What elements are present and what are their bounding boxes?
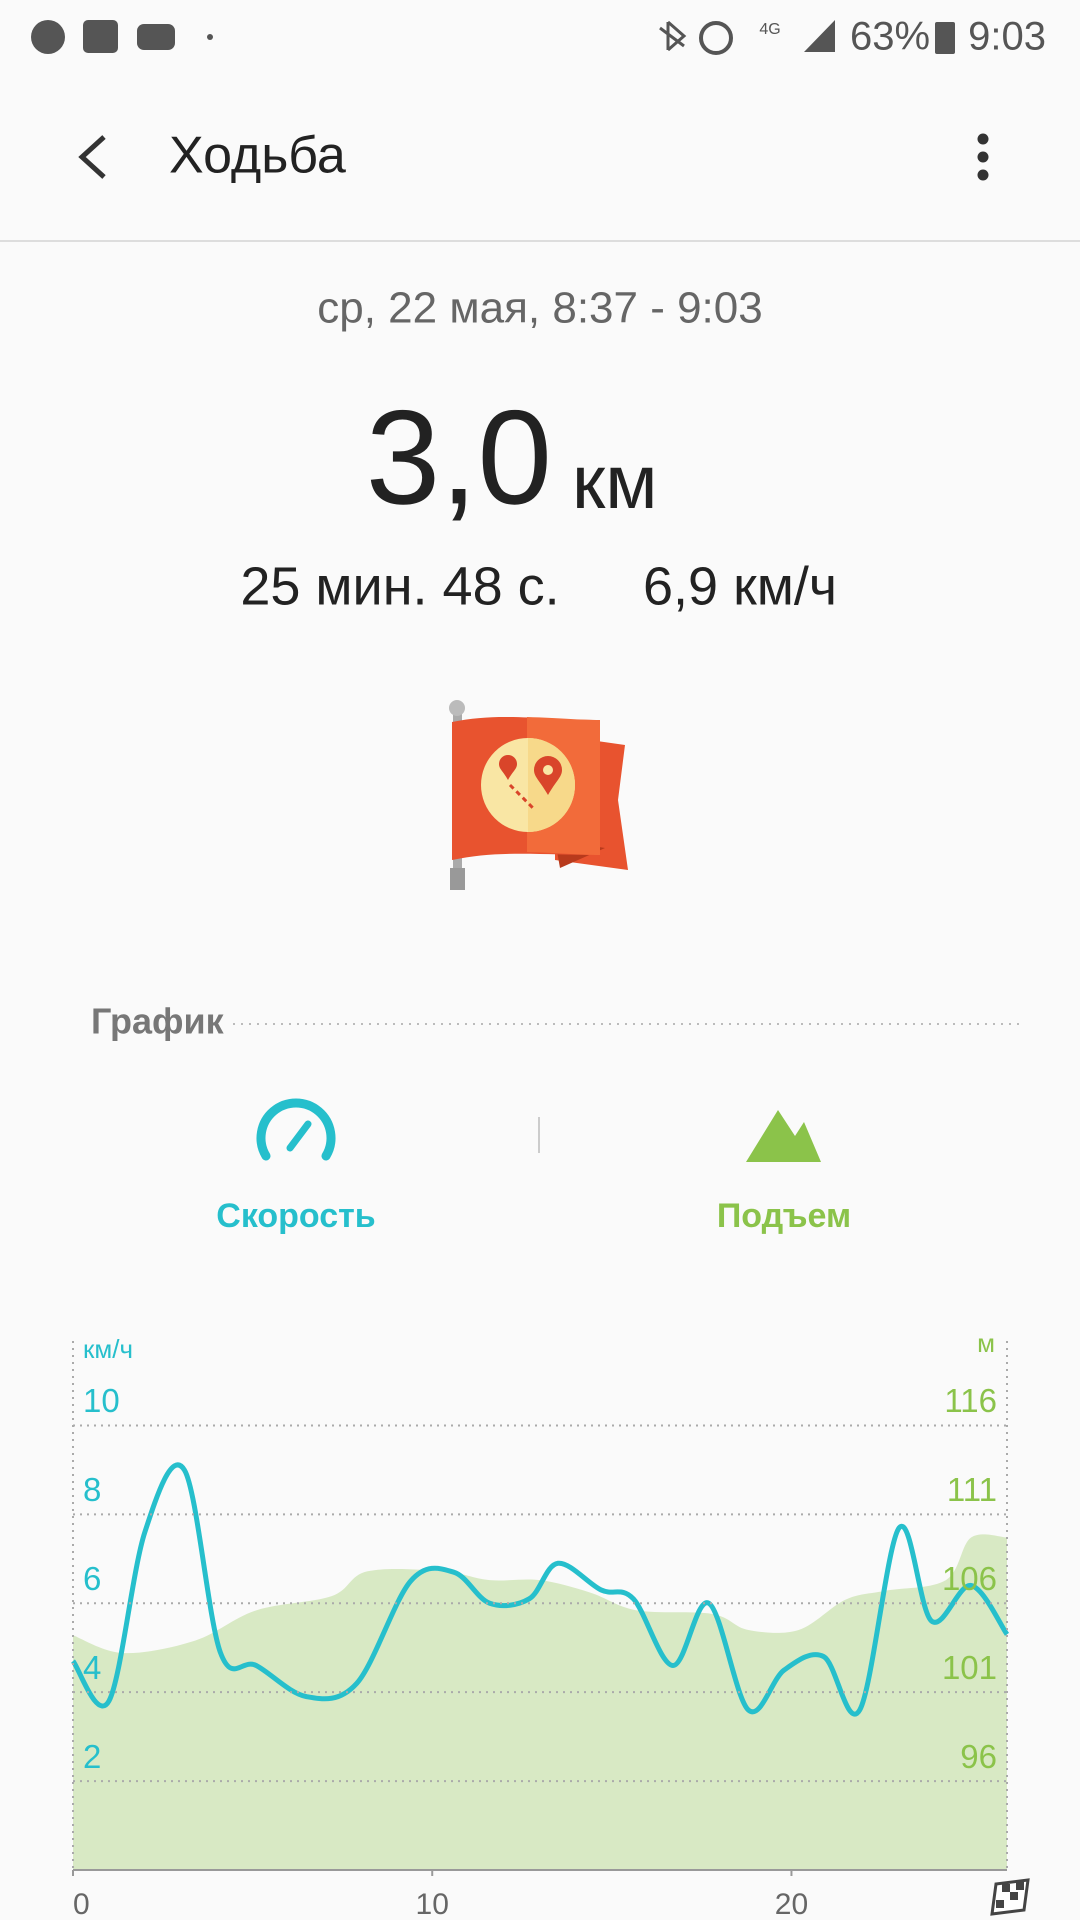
y2-tick-label: 111: [947, 1471, 997, 1508]
battery-level: 63%: [850, 15, 930, 59]
distance-unit: км: [572, 440, 658, 525]
x-tick-label: 0: [73, 1888, 90, 1920]
speedometer-icon: [256, 1098, 336, 1161]
speedometer-needle: [286, 1120, 312, 1152]
tab-label: Подъем: [717, 1197, 851, 1235]
back-button[interactable]: [78, 135, 106, 179]
y2-tick-label: 96: [960, 1738, 997, 1775]
y2-tick-label: 106: [942, 1560, 997, 1597]
y-tick-label: 8: [83, 1471, 101, 1508]
x-tick-label: 10: [416, 1888, 449, 1920]
y-tick-label: 6: [83, 1560, 101, 1597]
tab-label: Скорость: [216, 1197, 375, 1235]
elevation-tab[interactable]: Подъем: [717, 1110, 851, 1235]
workout-date: ср, 22 мая, 8:37 - 9:03: [317, 284, 762, 333]
average-speed: 6,9 км/ч: [643, 556, 837, 616]
y2-tick-label: 116: [944, 1382, 997, 1419]
more-options[interactable]: [977, 133, 989, 181]
network-type: 4G: [759, 21, 780, 38]
speed-line: [70, 1462, 1010, 1717]
speed-tab[interactable]: Скорость: [216, 1098, 376, 1235]
flag-checks: [996, 1882, 1024, 1908]
status-icons: [31, 20, 955, 55]
route-flag-icon: [449, 700, 628, 890]
x-tick-label: 20: [775, 1888, 808, 1920]
screen-title: Ходьба: [169, 127, 346, 185]
y2-tick-label: 101: [942, 1649, 997, 1686]
y-tick-label: 10: [83, 1382, 120, 1419]
distance-value: 3,0: [366, 383, 552, 532]
y2-axis-label: м: [977, 1328, 995, 1358]
y-tick-label: 2: [83, 1738, 101, 1775]
finish-flag-icon: [990, 1878, 1030, 1916]
clock: 9:03: [968, 15, 1046, 59]
chart: 2 4 6 8 10 96 101 106 111 116 км/ч м 0 10 20: [70, 1328, 1030, 1920]
y-axis-label: км/ч: [83, 1334, 133, 1364]
mountain-icon: [746, 1110, 821, 1162]
section-title: График: [91, 1001, 225, 1042]
elevation-area: [73, 1534, 1007, 1870]
duration: 25 мин. 48 с.: [240, 556, 559, 616]
y-tick-label: 4: [83, 1649, 101, 1686]
